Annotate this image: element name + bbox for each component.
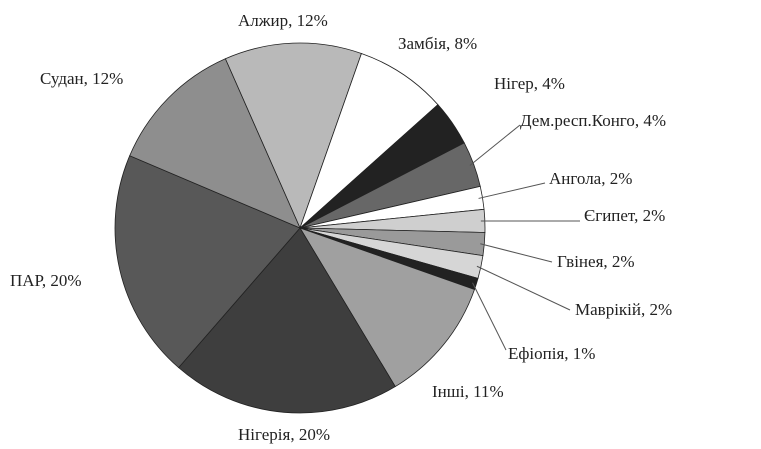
slice-label: Замбія, 8% xyxy=(398,34,477,53)
slice-label: ПАР, 20% xyxy=(10,271,82,290)
slice-label: Судан, 12% xyxy=(40,69,123,88)
leader-line xyxy=(469,124,521,166)
slice-label: Нігерія, 20% xyxy=(238,425,330,444)
slice-label: Єгипет, 2% xyxy=(584,206,665,225)
pie-slice xyxy=(299,52,439,229)
leader-line xyxy=(480,243,553,263)
pie-slice xyxy=(178,227,396,414)
slice-label: Ефіопія, 1% xyxy=(508,344,595,363)
slice-label: Інші, 11% xyxy=(432,382,504,401)
slice-label: Маврікій, 2% xyxy=(575,300,672,319)
leader-line xyxy=(478,182,546,199)
pie-slice xyxy=(299,227,476,388)
slice-label: Дем.респ.Конго, 4% xyxy=(520,111,666,130)
pie-slice xyxy=(224,42,362,230)
pie-slice xyxy=(129,58,301,229)
slice-label: Нігер, 4% xyxy=(494,74,565,93)
leader-line xyxy=(472,282,507,351)
leader-line xyxy=(476,265,571,311)
slice-label: Ангола, 2% xyxy=(549,169,632,188)
slice-label: Алжир, 12% xyxy=(238,11,328,30)
slice-label: Гвінея, 2% xyxy=(557,252,635,271)
